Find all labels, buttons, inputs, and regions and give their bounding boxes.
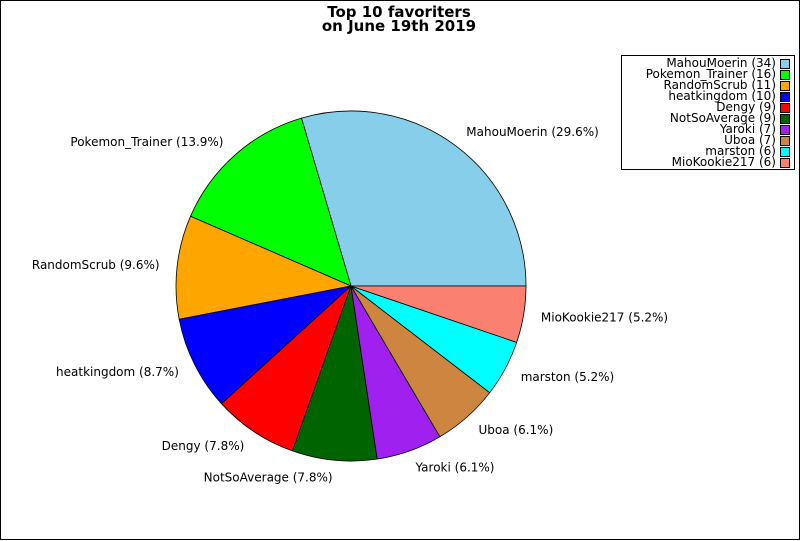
slice-label-9: MioKookie217 (5.2%) — [541, 310, 668, 324]
legend-item-5: NotSoAverage (9) — [622, 111, 794, 125]
pie-slice-0 — [300, 110, 527, 287]
legend-item-4: Dengy (9) — [622, 100, 794, 114]
legend-item-6: Yaroki (7) — [622, 122, 794, 136]
legend-label: Uboa (7) — [724, 133, 776, 147]
slice-label-5: NotSoAverage (7.8%) — [204, 471, 333, 485]
slice-label-2: RandomScrub (9.6%) — [32, 258, 160, 272]
pie-slices — [175, 110, 527, 462]
legend-item-7: Uboa (7) — [622, 133, 794, 147]
legend-swatch — [780, 58, 790, 69]
legend-swatch — [780, 69, 790, 80]
pie-slice-1 — [189, 117, 352, 287]
legend-item-2: RandomScrub (11) — [622, 78, 794, 92]
legend-label: Dengy (9) — [716, 100, 776, 114]
legend-label: MioKookie217 (6) — [671, 155, 776, 169]
legend-swatch — [780, 146, 790, 157]
slice-label-0: MahouMoerin (29.6%) — [466, 125, 599, 139]
legend-label: MahouMoerin (34) — [666, 56, 776, 70]
chart-legend: MahouMoerin (34) Pokemon_Trainer (16) Rand… — [621, 55, 795, 170]
legend-label: heatkingdom (10) — [668, 89, 776, 103]
slice-label-6: Yaroki (6.1%) — [415, 460, 495, 474]
legend-label: Yaroki (7) — [719, 122, 776, 136]
slice-label-4: Dengy (7.8%) — [162, 439, 245, 453]
pie-slice-3 — [178, 285, 353, 405]
chart-title-line-1: Top 10 favoriters — [327, 3, 471, 21]
legend-item-3: heatkingdom (10) — [622, 89, 794, 103]
legend-swatch — [780, 102, 790, 113]
legend-swatch — [780, 80, 790, 91]
legend-item-1: Pokemon_Trainer (16) — [622, 67, 794, 81]
legend-swatch — [780, 135, 790, 146]
legend-swatch — [780, 157, 790, 168]
legend-swatch — [780, 124, 790, 135]
slice-label-3: heatkingdom (8.7%) — [56, 365, 179, 379]
legend-item-8: marston (6) — [622, 144, 794, 158]
slice-label-8: marston (5.2%) — [521, 370, 615, 384]
pie-slice-2 — [175, 215, 353, 320]
legend-label: NotSoAverage (9) — [669, 111, 776, 125]
slice-label-7: Uboa (6.1%) — [479, 423, 554, 437]
legend-label: RandomScrub (11) — [663, 78, 777, 92]
legend-item-9: MioKookie217 (6) — [622, 155, 794, 169]
pie-slice-labels: MahouMoerin (29.6%) Pokemon_Trainer (13.9… — [32, 125, 668, 485]
legend-label: Pokemon_Trainer (16) — [645, 67, 776, 81]
legend-item-0: MahouMoerin (34) — [622, 56, 794, 70]
legend-swatch — [780, 91, 790, 102]
legend-label: marston (6) — [705, 144, 776, 158]
chart-title-line-2: on June 19th 2019 — [322, 17, 476, 35]
slice-label-1: Pokemon_Trainer (13.9%) — [70, 135, 223, 149]
legend-swatch — [780, 113, 790, 124]
pie-slice-9 — [350, 285, 527, 343]
